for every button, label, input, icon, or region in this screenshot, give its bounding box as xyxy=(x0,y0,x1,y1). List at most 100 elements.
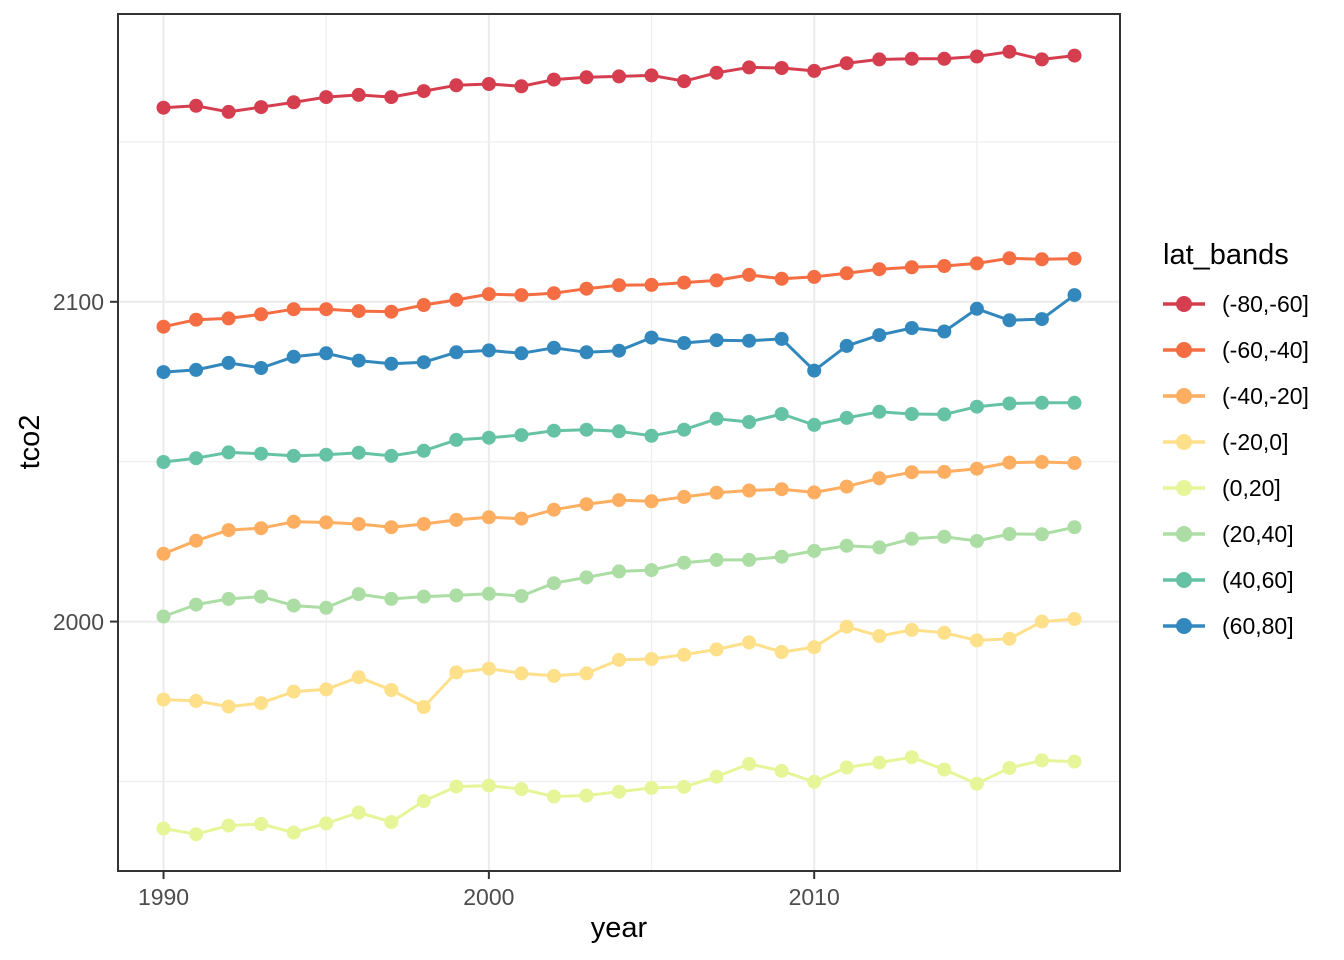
data-point xyxy=(481,430,496,445)
data-point xyxy=(969,776,984,791)
data-point xyxy=(156,365,171,380)
data-point xyxy=(644,68,659,83)
legend-label: (-40,-20] xyxy=(1222,382,1309,409)
data-point xyxy=(742,483,757,498)
series-(20,40] xyxy=(156,520,1082,624)
legend-item: (-60,-40] xyxy=(1163,327,1309,373)
data-point xyxy=(221,355,236,370)
data-point xyxy=(839,56,854,71)
data-point xyxy=(449,588,464,603)
data-point xyxy=(449,78,464,93)
data-point xyxy=(384,520,399,535)
legend-key-point xyxy=(1176,296,1192,312)
data-point xyxy=(937,324,952,339)
data-point xyxy=(449,665,464,680)
data-point xyxy=(319,600,334,615)
data-point xyxy=(677,647,692,662)
data-point xyxy=(1067,456,1082,470)
data-point xyxy=(774,645,789,659)
data-point xyxy=(384,356,399,371)
data-point xyxy=(221,445,236,460)
data-point xyxy=(774,549,789,564)
data-point xyxy=(742,333,757,348)
data-point xyxy=(221,523,236,538)
data-point xyxy=(384,304,399,319)
data-point xyxy=(546,502,561,517)
data-point xyxy=(774,482,789,497)
data-point xyxy=(969,534,984,548)
data-point xyxy=(937,51,952,66)
data-point xyxy=(481,343,496,358)
legend-label: (0,20] xyxy=(1222,474,1281,501)
data-point xyxy=(937,464,952,479)
data-point xyxy=(514,79,529,94)
data-point xyxy=(449,432,464,447)
data-point xyxy=(416,700,431,714)
data-point xyxy=(742,60,757,75)
legend-key-point xyxy=(1176,618,1192,634)
panel-border xyxy=(117,13,1121,872)
data-point xyxy=(449,292,464,307)
data-point xyxy=(1034,252,1049,267)
data-point xyxy=(384,90,399,105)
data-point xyxy=(286,825,301,840)
legend-label: (-80,-60] xyxy=(1222,290,1309,317)
data-point xyxy=(481,77,496,91)
data-point xyxy=(351,353,366,368)
legend-items: (-80,-60] (-60,-40] (-40,-20] (-20,0] (0,20]… xyxy=(1163,281,1309,649)
data-point xyxy=(579,281,594,296)
data-point xyxy=(514,589,529,603)
legend-label: (-20,0] xyxy=(1222,428,1289,455)
data-point xyxy=(514,666,529,681)
data-point xyxy=(579,345,594,360)
data-point xyxy=(351,805,366,820)
legend-key-point xyxy=(1176,434,1192,450)
series-(0,20] xyxy=(156,750,1082,842)
data-point xyxy=(904,531,919,546)
data-point xyxy=(1002,527,1017,541)
data-point xyxy=(904,465,919,480)
data-point xyxy=(579,497,594,512)
data-point xyxy=(189,533,204,548)
data-point xyxy=(1067,395,1082,410)
data-point xyxy=(579,422,594,437)
data-point xyxy=(351,587,366,602)
data-point xyxy=(1067,288,1082,303)
data-point xyxy=(416,355,431,370)
data-point xyxy=(286,514,301,529)
data-point xyxy=(839,266,854,281)
data-point xyxy=(872,540,887,555)
data-point xyxy=(969,256,984,271)
data-point xyxy=(774,407,789,421)
data-point xyxy=(189,827,204,842)
data-point xyxy=(612,493,626,508)
data-point xyxy=(742,756,757,771)
y-axis-title: tco2 xyxy=(14,414,46,470)
data-point xyxy=(839,338,854,353)
data-point xyxy=(254,307,269,322)
legend-key-icon xyxy=(1163,526,1205,542)
data-point xyxy=(156,100,171,115)
legend-key-point xyxy=(1176,342,1192,358)
data-point xyxy=(189,693,204,708)
data-point xyxy=(774,271,789,286)
data-point xyxy=(319,515,334,530)
data-point xyxy=(319,346,334,361)
data-point xyxy=(319,447,334,462)
data-point xyxy=(677,555,692,570)
data-point xyxy=(1034,753,1049,768)
data-point xyxy=(579,570,594,585)
data-point xyxy=(449,779,464,794)
series-(-20,0] xyxy=(156,612,1082,714)
data-point xyxy=(1034,455,1049,469)
series-(60,80] xyxy=(156,288,1082,380)
data-point xyxy=(1067,612,1082,626)
data-point xyxy=(969,301,984,316)
legend-item: (-20,0] xyxy=(1163,419,1309,465)
data-point xyxy=(481,586,496,601)
data-point xyxy=(612,69,626,84)
legend-title: lat_bands xyxy=(1163,239,1289,271)
data-point xyxy=(481,510,496,525)
data-point xyxy=(351,304,366,319)
